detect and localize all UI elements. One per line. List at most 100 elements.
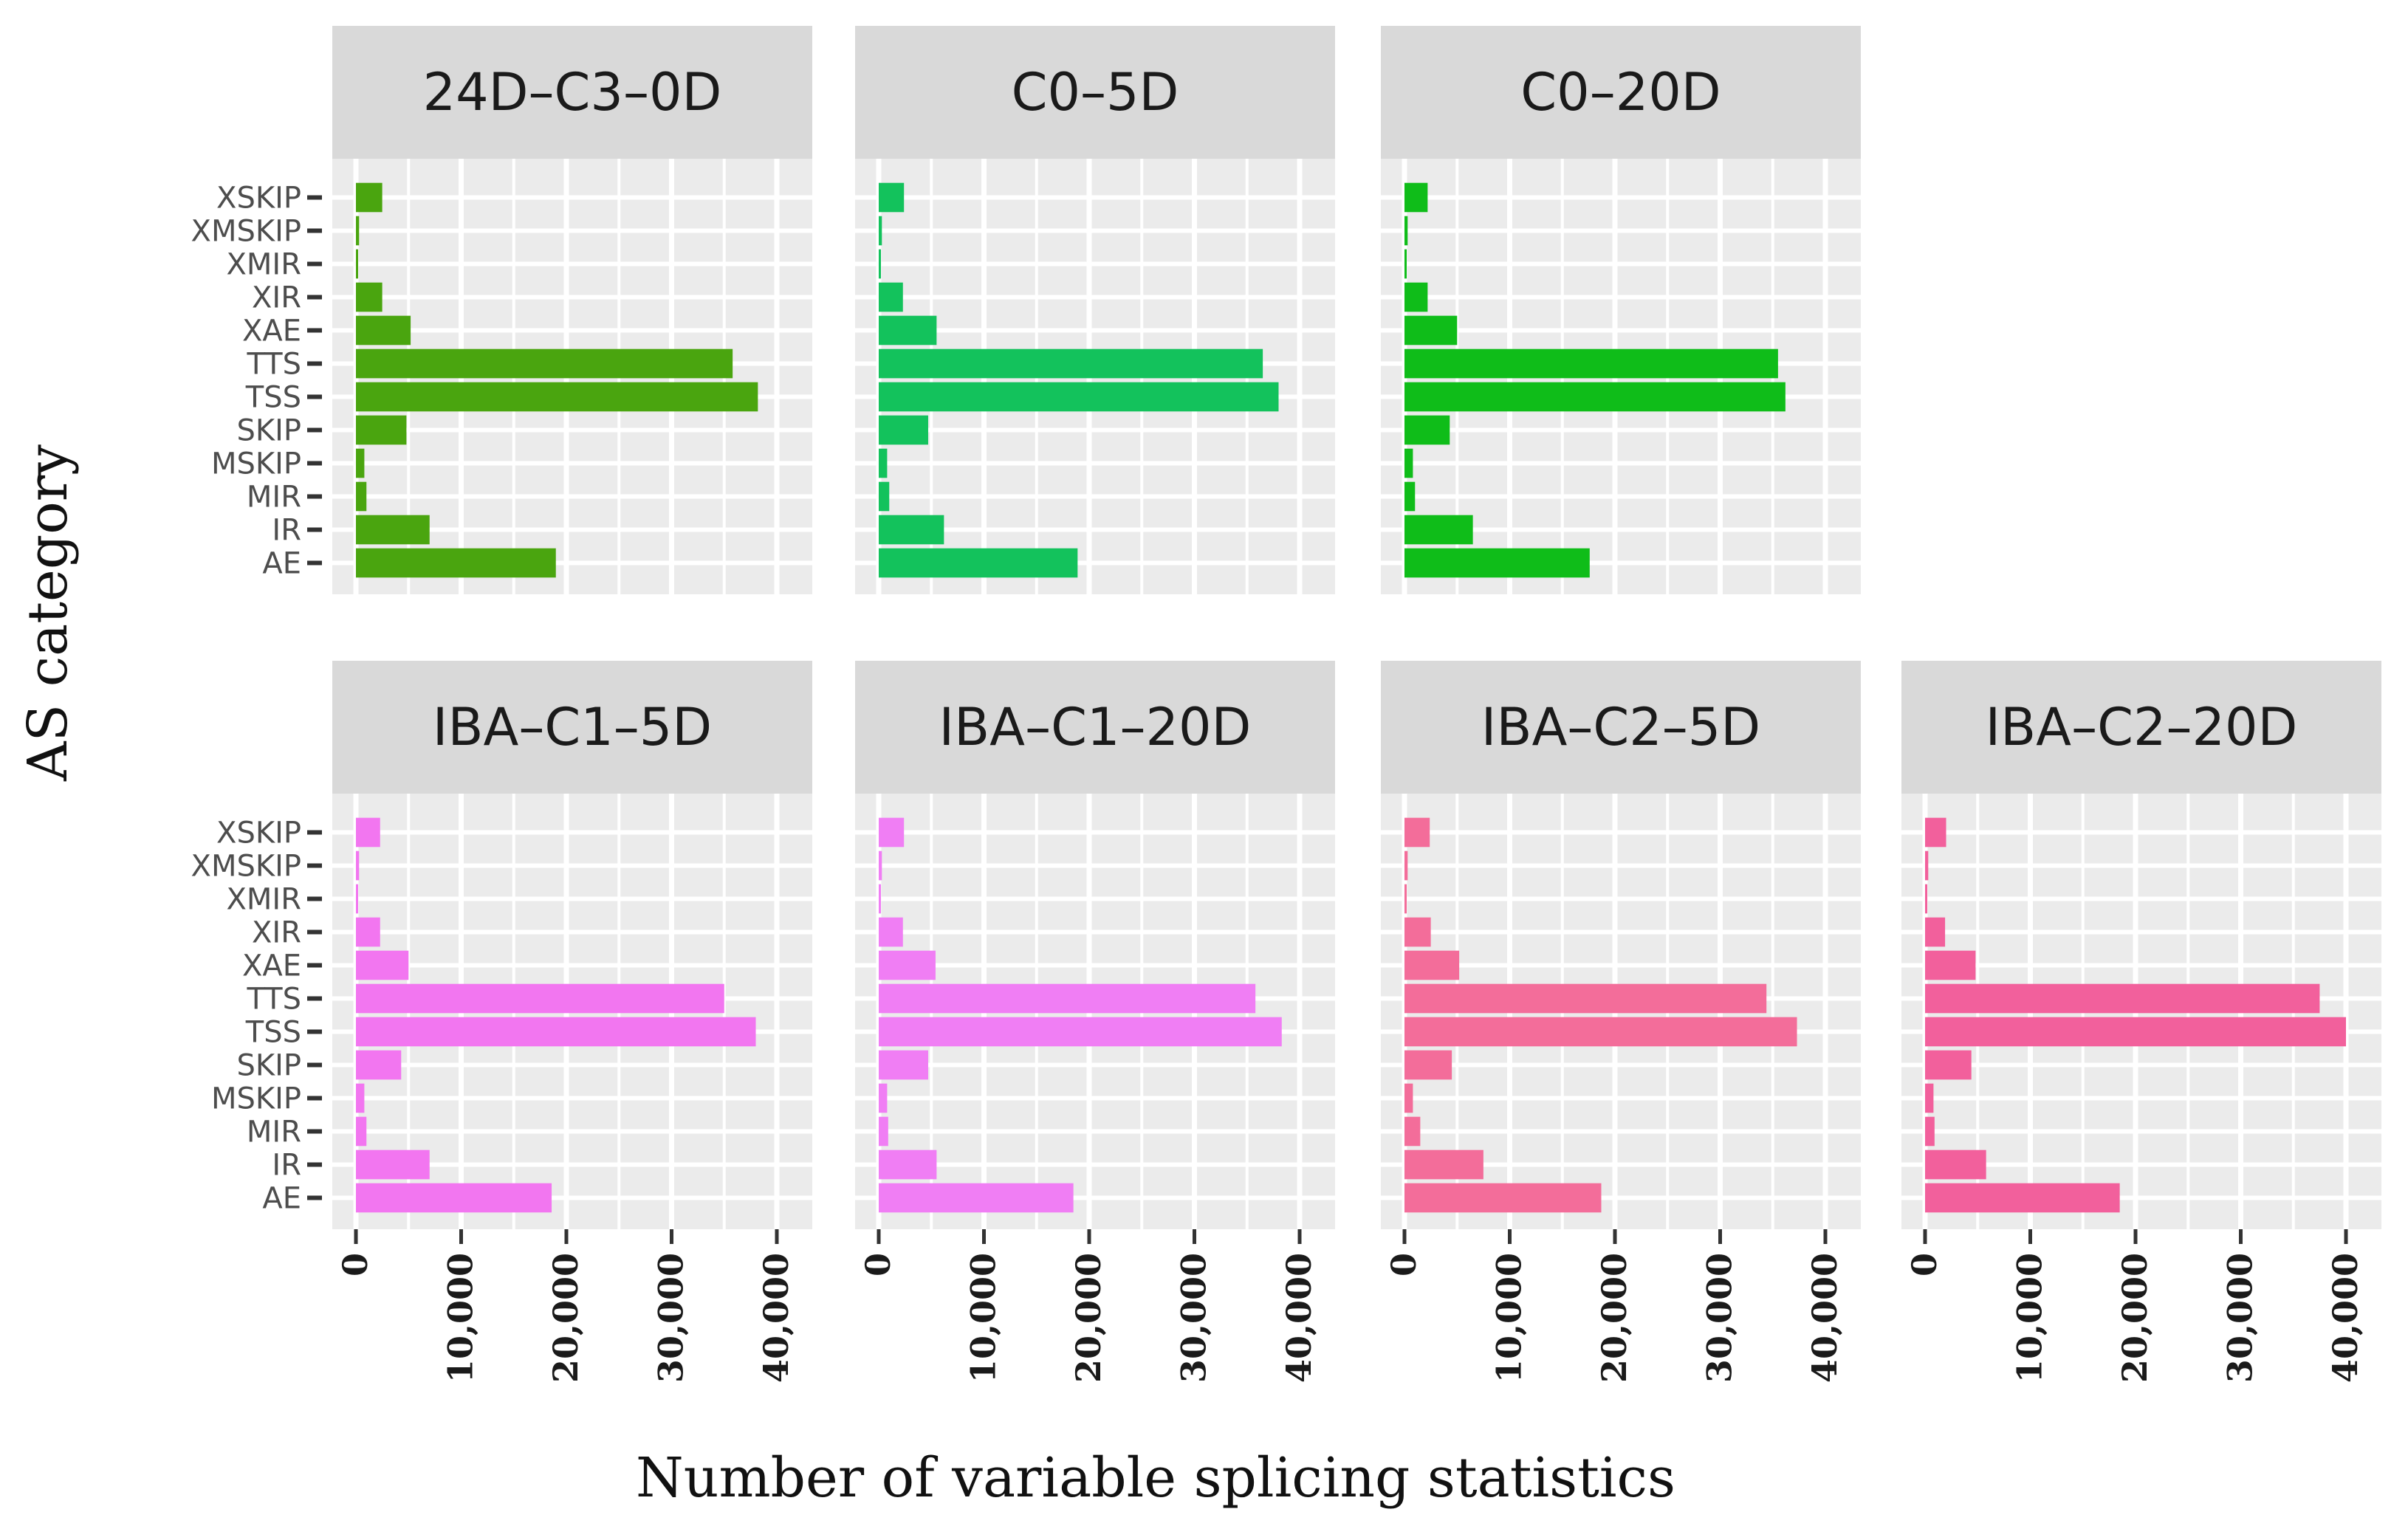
x-tick-label: 0 xyxy=(335,1253,375,1276)
bar-ir xyxy=(879,1149,937,1180)
bar-xae xyxy=(356,950,409,980)
bar-xmir xyxy=(356,249,358,279)
bar-mir xyxy=(356,1116,367,1147)
bar-ae xyxy=(1925,1183,2120,1213)
x-tick-label: 20,000 xyxy=(1594,1253,1634,1383)
bar-mir xyxy=(879,481,890,512)
bar-xmskip xyxy=(879,216,882,246)
bar-xskip xyxy=(879,817,905,848)
bar-mskip xyxy=(879,1083,888,1113)
bar-ae xyxy=(356,1183,552,1213)
y-tick-label: XSKIP xyxy=(216,817,301,850)
y-tick-label: IR xyxy=(272,1149,301,1183)
bar-ir xyxy=(1925,1149,1986,1180)
bar-ir xyxy=(1404,1149,1483,1180)
x-tick-label: 0 xyxy=(1384,1253,1424,1276)
x-tick-label: 40,000 xyxy=(756,1253,796,1383)
facet-strip xyxy=(855,26,1335,159)
facet-title: IBA–C2–5D xyxy=(1481,697,1760,757)
bar-xae xyxy=(1925,950,1976,980)
x-tick-label: 10,000 xyxy=(2010,1253,2050,1383)
bar-xmskip xyxy=(1404,216,1408,246)
y-tick-label: XIR xyxy=(252,281,301,315)
bar-skip xyxy=(356,1050,402,1080)
bar-xskip xyxy=(879,182,905,213)
bar-xir xyxy=(879,282,903,312)
bar-tss xyxy=(1404,382,1786,412)
x-tick-label: 0 xyxy=(858,1253,898,1276)
bar-xmskip xyxy=(879,850,882,881)
y-tick-label: XMIR xyxy=(226,248,301,282)
facet-strip xyxy=(332,26,812,159)
bar-xmskip xyxy=(356,850,360,881)
bar-mskip xyxy=(879,448,888,478)
y-tick-label: TSS xyxy=(245,1016,301,1050)
bar-xmskip xyxy=(1404,850,1408,881)
bar-mskip xyxy=(1404,448,1413,478)
y-tick-label: TTS xyxy=(246,348,301,382)
bar-tss xyxy=(879,382,1279,412)
y-axis-title: AS category xyxy=(16,444,80,782)
panels-layer: 24D–C3–0DXSKIPXMSKIPXMIRXIRXAETTSTSSSKIP… xyxy=(191,26,2381,1383)
x-tick-label: 20,000 xyxy=(2115,1253,2155,1383)
bar-xmir xyxy=(356,884,358,914)
bar-skip xyxy=(879,1050,928,1080)
bar-skip xyxy=(356,415,407,445)
y-tick-label: MIR xyxy=(247,1116,301,1149)
bar-tss xyxy=(1925,1017,2346,1047)
bar-tss xyxy=(1404,1017,1797,1047)
facet-panel: 24D–C3–0D XSKIPXMSKIPXMIRXIRXAETTSTSSSKIP… xyxy=(191,26,812,594)
bar-ir xyxy=(1404,515,1473,545)
y-tick-label: MSKIP xyxy=(211,1082,301,1116)
bar-skip xyxy=(1925,1050,1972,1080)
facet-strip xyxy=(1901,661,2381,794)
bar-xir xyxy=(1404,282,1428,312)
bar-xmir xyxy=(1404,884,1407,914)
bar-xmir xyxy=(879,884,881,914)
x-tick-label: 30,000 xyxy=(1174,1253,1214,1383)
x-tick-label: 20,000 xyxy=(546,1253,586,1383)
y-tick-label: XSKIP xyxy=(216,182,301,216)
x-tick-label: 40,000 xyxy=(1805,1253,1845,1383)
bar-ir xyxy=(356,1149,430,1180)
y-tick-label: XMIR xyxy=(226,883,301,917)
bar-xmir xyxy=(1925,884,1927,914)
bar-mir xyxy=(1404,481,1416,512)
bar-xae xyxy=(879,315,937,346)
y-tick-label: AE xyxy=(262,547,301,581)
facet-panel: IBA–C1–20D 0 10,000 20,000 30,000 40,000 xyxy=(855,661,1335,1383)
bar-xae xyxy=(356,315,411,346)
y-tick-label: IR xyxy=(272,514,301,548)
x-tick-label: 0 xyxy=(1904,1253,1944,1276)
bar-xir xyxy=(1404,917,1431,947)
bar-xmskip xyxy=(356,216,360,246)
bar-tts xyxy=(356,983,724,1014)
x-tick-label: 30,000 xyxy=(2220,1253,2260,1383)
bar-skip xyxy=(879,415,928,445)
bar-mir xyxy=(356,481,367,512)
facet-panel: IBA–C2–20D 0 10,000 20,000 30,000 40,000 xyxy=(1901,661,2381,1383)
bar-xskip xyxy=(356,182,383,213)
y-tick-label: XIR xyxy=(252,916,301,950)
facet-title: C0–20D xyxy=(1520,62,1721,123)
y-tick-label: AE xyxy=(262,1182,301,1216)
bar-mskip xyxy=(356,448,365,478)
facet-strip xyxy=(1381,661,1861,794)
bar-xskip xyxy=(1404,817,1430,848)
y-tick-label: XMSKIP xyxy=(191,850,301,884)
bar-mskip xyxy=(1404,1083,1413,1113)
x-tick-label: 40,000 xyxy=(2325,1253,2365,1383)
bar-xae xyxy=(879,950,936,980)
bar-ae xyxy=(1404,1183,1602,1213)
facet-title: C0–5D xyxy=(1012,62,1179,123)
bar-xir xyxy=(879,917,903,947)
y-tick-label: TTS xyxy=(246,983,301,1017)
bar-ae xyxy=(879,548,1078,578)
y-tick-label: XAE xyxy=(242,315,301,348)
x-axis-title: Number of variable splicing statistics xyxy=(636,1446,1675,1510)
facet-panel: IBA–C2–5D 0 10,000 20,000 30,000 40,000 xyxy=(1381,661,1861,1383)
bar-xmir xyxy=(1404,249,1407,279)
bar-ae xyxy=(1404,548,1590,578)
bar-tts xyxy=(1925,983,2320,1014)
